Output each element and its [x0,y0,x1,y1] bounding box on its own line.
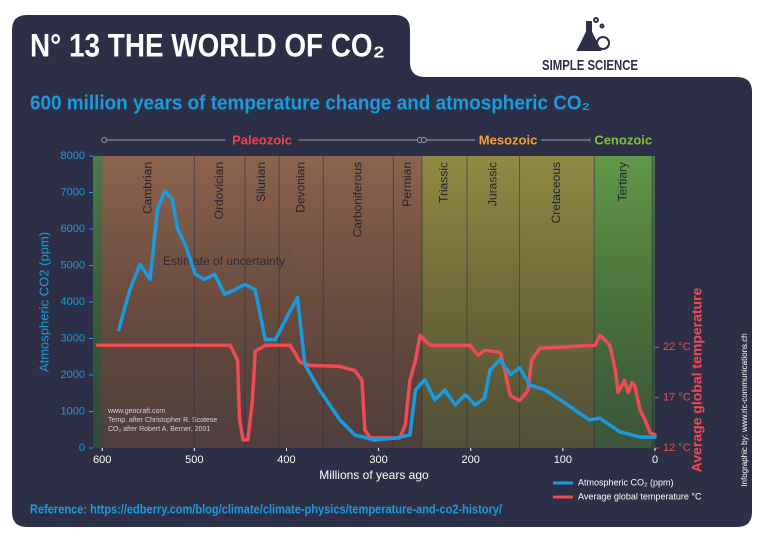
era-end [420,137,427,143]
series-line [117,189,657,442]
x-tick-label: 200 [462,454,480,466]
source: Temp. after Christopher R. Scotese [108,417,217,424]
subtitle: 600 million years of temperature change … [30,92,590,114]
period-label: Cretaceous [549,162,563,223]
period-label: Jurassic [485,162,499,206]
credit: Infographic by: www.ric-communications.c… [740,333,749,486]
x-tick-label: 600 [93,454,111,466]
era-label: Cenozoic [594,132,652,147]
period-label: Cambrian [140,162,154,214]
reference: Reference: https://edberry.com/blog/clim… [30,501,502,516]
y-tick-label: 8000 [61,150,85,162]
y-axis-label: Atmospheric CO2 (ppm) [36,232,51,372]
y2-tick-label: 17 °C [663,392,691,404]
era-label-bg [590,132,657,148]
y-tick-label: 7000 [61,186,85,198]
period-label: Triassic [437,162,451,203]
y-tick-label: 5000 [61,259,85,271]
y-tick-label: 6000 [61,223,85,235]
era-label-bg [475,132,542,148]
x-tick-label: 300 [369,454,387,466]
title: N° 13 THE WORLD OF CO₂ [30,27,385,63]
source: CO₂ after Robert A. Berner, 2001 [108,426,210,433]
x-tick-label: 400 [277,454,295,466]
uncertainty-label: Estimate of uncertainty [163,254,285,268]
y-tick-label: 3000 [61,332,85,344]
legend-label: Atmospheric CO₂ (ppm) [578,477,674,487]
y2-axis-label: Average global temperature [689,287,705,472]
era-end [101,137,108,143]
uncertainty-box [157,249,291,275]
period-label: Silurian [254,162,268,202]
era-label: Mesozoic [479,132,538,147]
era-label: Paleozoic [232,132,292,147]
y-tick-label: 1000 [61,405,85,417]
x-tick-label: 0 [652,454,658,466]
period-label: Tertiary [615,162,629,201]
series-line [95,333,657,442]
period-label: Carboniferous [351,162,365,237]
x-tick-label: 100 [554,454,572,466]
x-axis-label: Millions of years ago [319,468,429,482]
era-label-bg [225,132,299,148]
y-tick-label: 4000 [61,296,85,308]
brand: SIMPLE SCIENCE [542,57,638,74]
y2-tick-label: 12 °C [663,442,691,454]
period-label: Devonian [293,162,307,213]
legend-label: Average global temperature °C [578,491,702,501]
source: www.geocraft.com [107,408,165,415]
period-label: Permian [400,162,414,207]
period-label: Ordovician [212,162,226,219]
y-tick-label: 2000 [61,369,85,381]
y2-tick-label: 22 °C [663,341,691,353]
y-tick-label: 0 [79,442,85,454]
x-tick-label: 500 [185,454,203,466]
plot-shade [93,156,655,448]
logo-icon [576,17,610,51]
